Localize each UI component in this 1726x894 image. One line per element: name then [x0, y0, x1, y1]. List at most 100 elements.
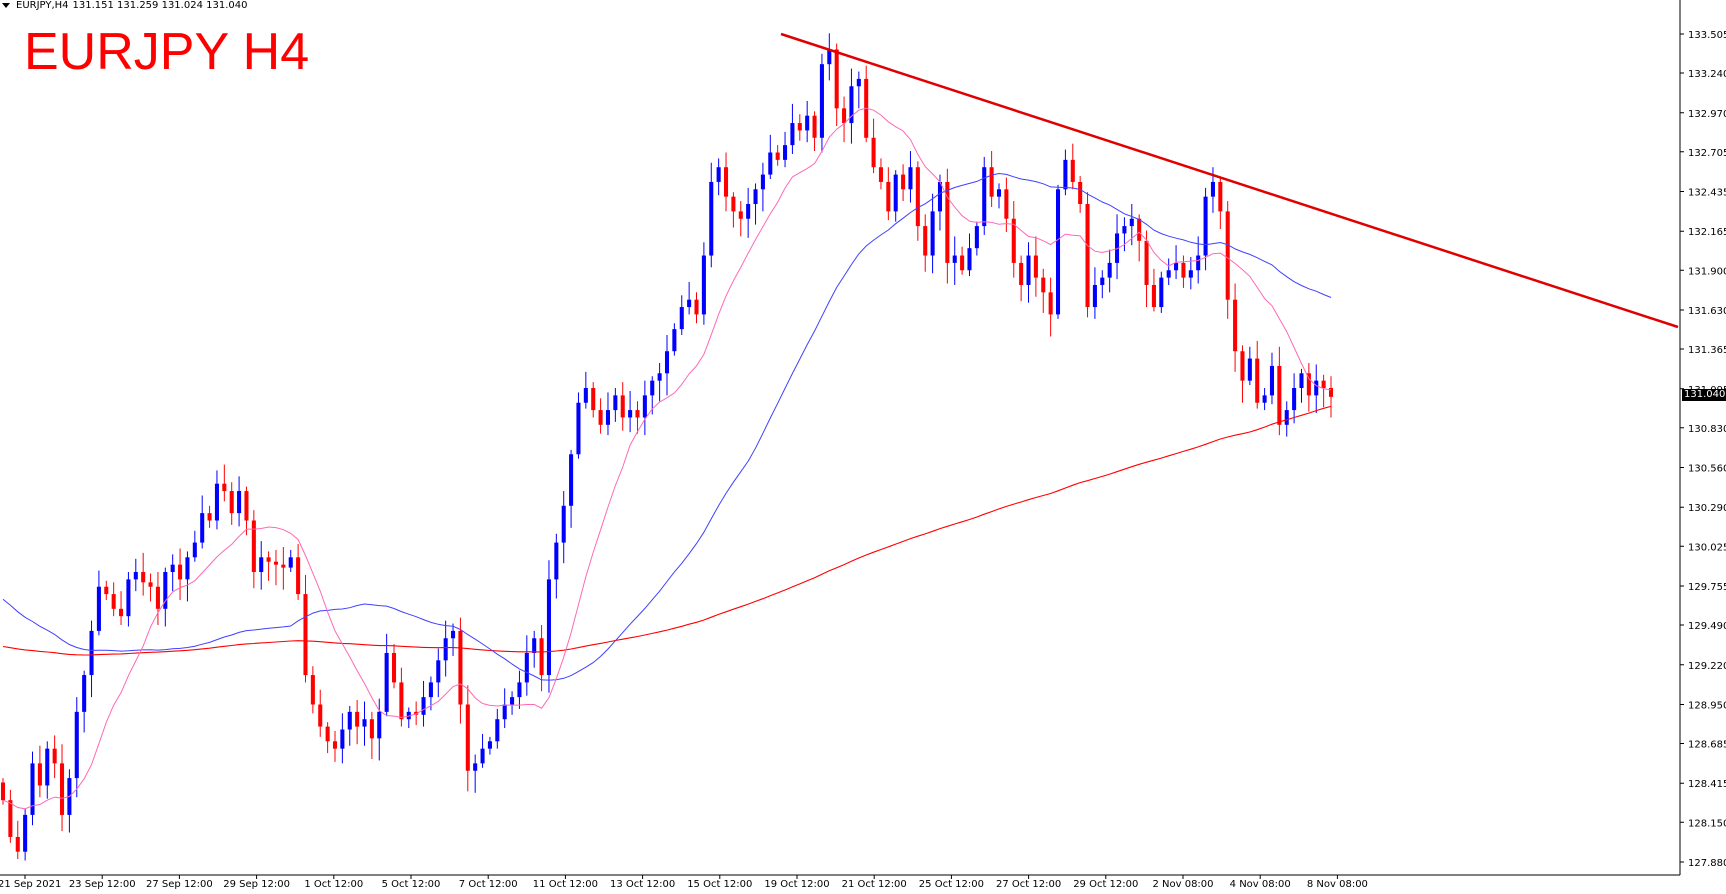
- candle-body: [687, 299, 692, 308]
- candle-body: [1314, 380, 1319, 396]
- candle: [1218, 177, 1223, 230]
- candle-body: [104, 586, 109, 595]
- candle: [775, 145, 780, 166]
- candle-body: [1262, 395, 1267, 403]
- time-axis-label: 29 Sep 12:00: [223, 879, 290, 890]
- candle: [945, 168, 950, 284]
- candle: [1328, 376, 1334, 418]
- candle: [288, 549, 293, 573]
- dropdown-triangle-icon[interactable]: [2, 3, 10, 8]
- candle: [546, 560, 551, 693]
- candle-body: [244, 491, 249, 521]
- current-price-label: 131.040: [1682, 389, 1726, 401]
- candle-body: [362, 719, 367, 727]
- candle-body: [111, 594, 116, 609]
- candle: [864, 65, 869, 143]
- candle: [1166, 258, 1171, 285]
- candle-body: [1137, 218, 1142, 241]
- candle-body: [1129, 218, 1134, 227]
- candle: [1321, 374, 1326, 408]
- candle-body: [996, 189, 1002, 197]
- candle: [1019, 255, 1024, 302]
- candle-body: [635, 410, 640, 418]
- candle-body: [561, 505, 566, 543]
- candle-body: [310, 675, 315, 705]
- price-axis-label: 132.435: [1688, 188, 1726, 199]
- candle: [974, 221, 979, 256]
- candle-body: [1188, 270, 1193, 278]
- time-axis-label: 27 Sep 12:00: [146, 879, 213, 890]
- candle-body: [222, 483, 227, 492]
- candle: [878, 158, 883, 190]
- candle-body: [0, 782, 6, 801]
- candle-body: [1041, 277, 1046, 293]
- candle-body: [1233, 299, 1238, 352]
- price-axis-label: 132.705: [1688, 148, 1726, 159]
- candle-body: [1225, 211, 1230, 300]
- candle-body: [834, 49, 839, 109]
- price-axis-label: 132.970: [1688, 109, 1726, 120]
- candle-body: [178, 564, 183, 580]
- candle-body: [893, 174, 898, 212]
- candle-body: [1115, 233, 1120, 263]
- candle: [1078, 176, 1083, 213]
- candle: [1269, 352, 1275, 405]
- descending-trendline[interactable]: [780, 32, 1679, 329]
- candle: [1137, 214, 1142, 262]
- candle: [178, 548, 183, 600]
- candle-body: [303, 594, 308, 676]
- moving-average-fast-line: [2, 107, 1332, 810]
- candle-body: [1174, 262, 1179, 271]
- candle-body: [539, 638, 544, 676]
- candle-body: [1218, 181, 1223, 212]
- candle-body: [1033, 255, 1038, 278]
- candle-body: [1321, 380, 1326, 389]
- candle: [517, 670, 522, 709]
- candle-body: [1203, 196, 1208, 256]
- moving-average-slow-line: [2, 405, 1332, 656]
- candle: [451, 623, 456, 656]
- candle: [628, 390, 633, 433]
- ohlc-values: 131.151 131.259 131.024 131.040: [72, 0, 248, 11]
- candle: [1277, 346, 1282, 436]
- price-axis-label: 129.490: [1688, 621, 1726, 632]
- candle-body: [1151, 284, 1156, 308]
- candle-body: [502, 704, 507, 720]
- candle-body: [148, 582, 153, 587]
- candle: [1107, 249, 1112, 293]
- price-axis-label: 129.220: [1688, 661, 1726, 672]
- candle: [340, 713, 345, 764]
- candle: [901, 164, 906, 202]
- candle-body: [1196, 255, 1201, 271]
- candle-body: [369, 719, 374, 739]
- price-axis-label: 128.415: [1688, 779, 1726, 790]
- candle-body: [436, 660, 441, 683]
- candle-body: [591, 388, 596, 411]
- candle-body: [886, 181, 891, 212]
- candle: [849, 68, 854, 144]
- candle-body: [790, 123, 795, 146]
- price-axis-label: 130.290: [1688, 503, 1726, 514]
- candle-body: [377, 711, 382, 739]
- candle: [222, 464, 227, 502]
- candle-body: [642, 395, 647, 418]
- candle: [871, 118, 876, 174]
- candle: [569, 449, 574, 528]
- candle: [495, 708, 500, 749]
- candle: [74, 697, 79, 798]
- price-axis: 133.505 133.240 132.970 132.705 132.435 132.1…: [1680, 30, 1726, 869]
- candle-body: [982, 167, 987, 227]
- candle-body: [805, 115, 810, 131]
- candle: [576, 392, 581, 459]
- candle: [1314, 364, 1319, 414]
- candle-body: [576, 402, 581, 455]
- candle-body: [819, 64, 824, 138]
- candle: [399, 667, 404, 727]
- price-axis-label: 131.900: [1688, 266, 1726, 277]
- candle-body: [141, 572, 146, 583]
- candle-body: [1240, 351, 1245, 381]
- candle: [126, 572, 131, 627]
- candle-body: [207, 513, 212, 521]
- candle: [1262, 388, 1267, 411]
